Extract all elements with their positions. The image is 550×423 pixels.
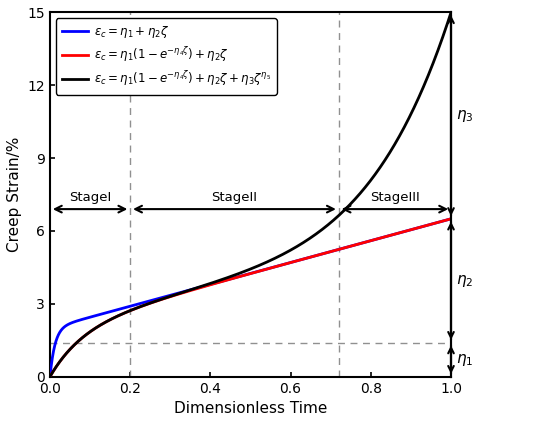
Text: StageI: StageI [69, 191, 111, 204]
X-axis label: Dimensionless Time: Dimensionless Time [174, 401, 327, 416]
Text: $\eta_1$: $\eta_1$ [456, 352, 473, 368]
Y-axis label: Creep Strain/%: Creep Strain/% [7, 137, 22, 252]
Text: $\eta_3$: $\eta_3$ [456, 107, 474, 124]
Legend: $\varepsilon_c = \eta_1+\eta_2\zeta$, $\varepsilon_c = \eta_1(1-e^{-\eta_4\zeta}: $\varepsilon_c = \eta_1+\eta_2\zeta$, $\… [56, 18, 277, 95]
Text: StageIII: StageIII [370, 191, 420, 204]
Text: $\eta_2$: $\eta_2$ [456, 273, 473, 289]
Text: StageII: StageII [211, 191, 257, 204]
